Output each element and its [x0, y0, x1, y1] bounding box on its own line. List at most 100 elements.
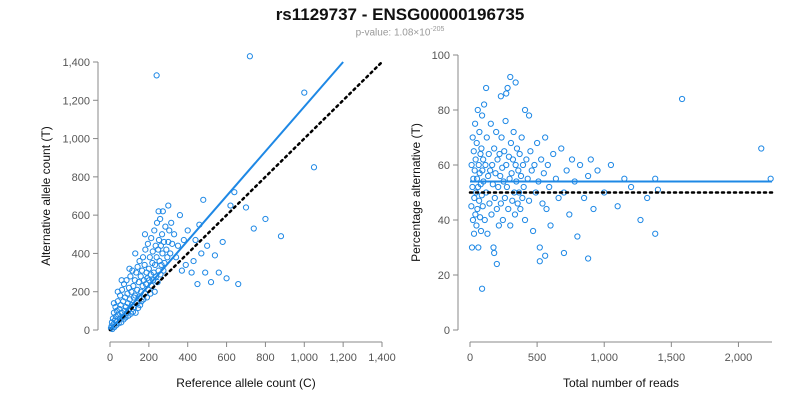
right-data-point [482, 161, 489, 169]
left-data-point [184, 227, 191, 234]
right-data-point [476, 128, 483, 136]
left-x-tick-label: 0 [107, 352, 113, 364]
right-data-point [496, 150, 503, 158]
right-data-point [517, 205, 524, 213]
left-data-point [262, 215, 269, 223]
right-data-point [504, 84, 511, 92]
right-data-point [536, 258, 543, 265]
right-data-point [485, 150, 492, 158]
right-data-point [614, 203, 621, 210]
right-data-point [468, 244, 476, 251]
right-data-point [536, 244, 543, 251]
left-data-point [242, 204, 250, 211]
right-data-point [510, 128, 517, 136]
right-x-tick-label: 1,000 [590, 352, 618, 364]
left-data-point [192, 236, 199, 244]
right-data-point [468, 161, 475, 169]
right-data-point [477, 150, 484, 158]
left-data-point [168, 219, 175, 226]
left-data-point [144, 275, 151, 282]
left-data-point [146, 254, 153, 261]
left-y-tick-label: 800 [72, 172, 90, 184]
left-data-point [157, 215, 164, 223]
chart-title: rs1129737 - ENSG00000196735 [275, 5, 525, 24]
right-data-point [497, 200, 504, 207]
right-data-point [480, 101, 488, 108]
left-data-point [169, 240, 176, 247]
left-data-point [167, 250, 174, 257]
right-data-point [469, 216, 477, 224]
left-data-point [171, 231, 178, 238]
right-data-point [521, 216, 529, 224]
right-data-point [473, 139, 480, 147]
right-data-point [493, 128, 500, 136]
right-x-tick-label: 500 [528, 352, 546, 364]
right-data-point [539, 200, 546, 207]
right-data-point [637, 216, 644, 224]
left-x-axis-title: Reference allele count (C) [176, 376, 315, 390]
right-data-point [491, 249, 498, 257]
left-data-point [207, 279, 215, 286]
right-data-point [644, 194, 651, 202]
right-data-point [515, 189, 523, 196]
right-data-point [470, 148, 477, 155]
right-data-point [472, 120, 479, 127]
left-data-point [141, 231, 149, 238]
right-data-point [547, 222, 554, 229]
left-data-point [157, 242, 165, 249]
left-data-point [158, 231, 166, 238]
right-data-point [627, 183, 635, 191]
right-data-point [518, 134, 525, 141]
right-data-point [474, 106, 481, 114]
left-data-point [148, 235, 155, 242]
left-data-point [178, 267, 185, 274]
left-data-point [153, 254, 160, 261]
left-data-point [159, 208, 166, 215]
right-data-point [484, 230, 491, 237]
right-data-point [478, 145, 485, 152]
right-data-point [478, 112, 486, 119]
right-data-point [509, 197, 516, 204]
right-y-tick-label: 40 [438, 215, 450, 227]
left-data-point [246, 53, 253, 60]
left-data-point [182, 261, 189, 269]
right-data-point [468, 203, 475, 210]
right-data-point [512, 161, 519, 169]
right-data-point [472, 156, 479, 163]
left-data-point [151, 288, 158, 295]
right-data-point [574, 233, 581, 240]
right-data-point [528, 167, 535, 174]
right-x-tick-label: 0 [467, 352, 473, 364]
right-data-point [507, 222, 514, 229]
right-data-point [475, 244, 482, 251]
left-data-point [215, 269, 222, 276]
right-y-tick-label: 80 [438, 105, 450, 117]
left-data-point [142, 246, 149, 253]
right-data-point [481, 216, 488, 224]
right-data-point [514, 200, 521, 207]
left-y-axis-title: Alternative allele count (T) [39, 126, 53, 265]
right-data-point [652, 230, 659, 237]
right-data-point [469, 183, 476, 191]
left-data-point [190, 257, 197, 265]
right-data-point [540, 170, 547, 177]
right-data-point [525, 197, 533, 204]
left-data-point [153, 219, 161, 226]
left-data-point [188, 269, 195, 276]
right-data-point [531, 161, 538, 169]
left-data-point [211, 252, 219, 259]
left-data-point [151, 227, 158, 234]
right-data-point [499, 216, 506, 224]
right-data-point [491, 194, 498, 202]
left-data-point [155, 208, 162, 215]
left-data-point [139, 254, 147, 261]
left-data-point [153, 72, 160, 79]
right-data-point [498, 134, 505, 141]
pvalue-exponent: -205 [430, 26, 445, 33]
left-data-point [159, 250, 166, 257]
right-data-point [493, 260, 500, 268]
right-data-point [486, 200, 493, 207]
left-data-point [250, 225, 257, 232]
right-data-point [502, 117, 509, 125]
right-data-point [473, 222, 480, 229]
